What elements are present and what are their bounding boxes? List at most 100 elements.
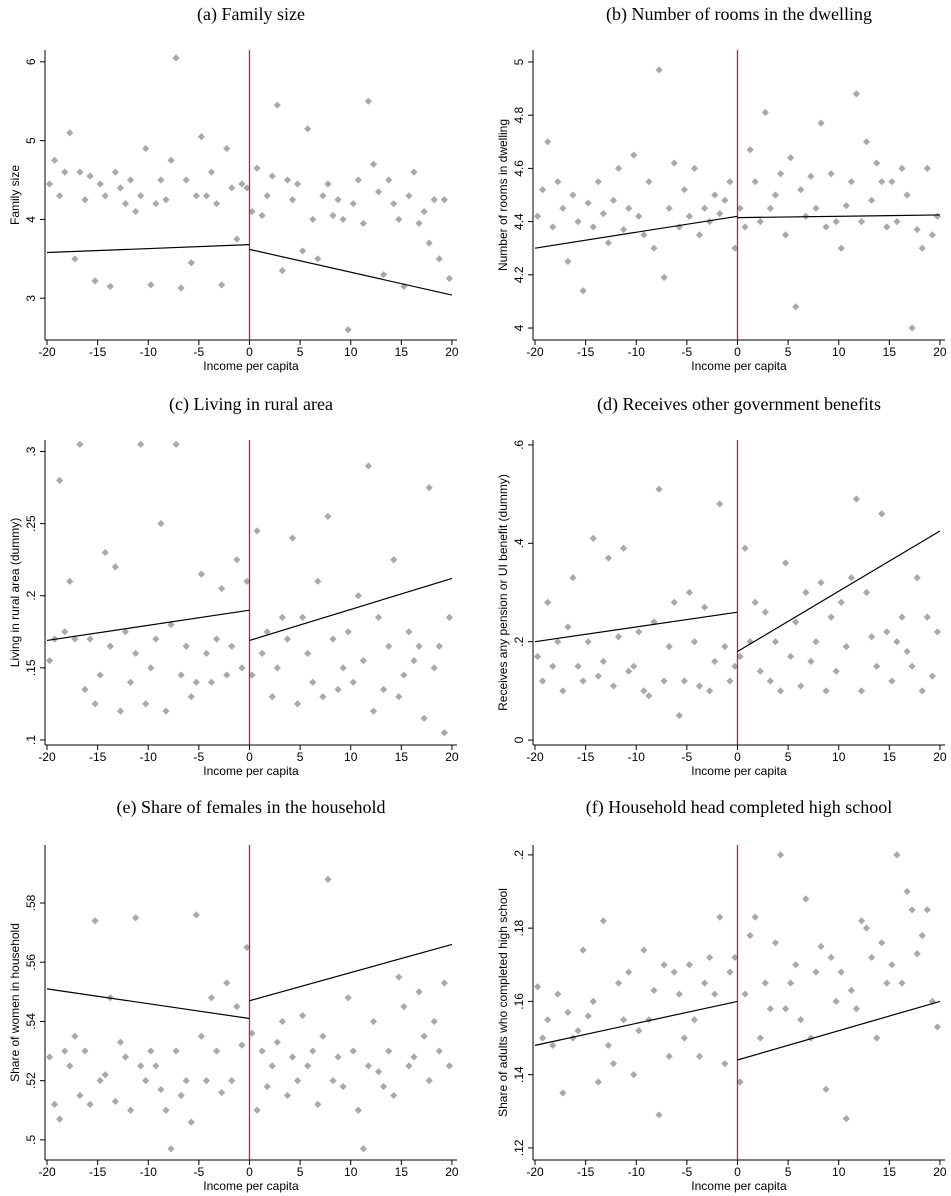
scatter-point	[670, 968, 678, 976]
y-tick-label: 0	[512, 736, 526, 743]
scatter-point	[344, 326, 352, 334]
scatter-point	[369, 1017, 378, 1026]
scatter-point	[660, 677, 668, 685]
scatter-point	[837, 598, 845, 606]
scatter-point	[933, 212, 942, 220]
x-tick-label: 0	[734, 1165, 741, 1179]
scatter-point	[248, 1029, 256, 1037]
scatter-point	[650, 986, 658, 995]
scatter-point	[162, 707, 170, 715]
scatter-point	[56, 192, 64, 200]
scatter-point	[258, 211, 266, 220]
scatter-point	[324, 875, 332, 883]
scatter-point	[630, 151, 638, 159]
scatter-point	[228, 642, 236, 650]
scatter-point	[807, 1034, 815, 1042]
scatter-point	[878, 510, 886, 518]
scatter-point	[776, 170, 785, 178]
scatter-point	[549, 662, 557, 670]
panel-title: (c) Living in rural area	[169, 394, 333, 415]
scatter-point	[364, 97, 373, 105]
scatter-point	[544, 1016, 552, 1024]
scatter-point	[827, 170, 835, 178]
x-tick-label: -5	[682, 345, 693, 359]
scatter-point	[665, 204, 673, 212]
scatter-point	[852, 90, 861, 98]
scatter-point	[410, 657, 418, 665]
scatter-point	[670, 159, 678, 167]
scatter-point	[564, 623, 572, 631]
scatter-point	[665, 1052, 673, 1060]
fit-line	[737, 214, 940, 219]
scatter-point	[837, 244, 845, 252]
scatter-point	[410, 168, 418, 176]
scatter-point	[349, 200, 357, 208]
scatter-point	[137, 1062, 145, 1070]
scatter-point	[405, 192, 413, 200]
scatter-point	[430, 1017, 438, 1026]
scatter-point	[131, 207, 140, 216]
scatter-point	[202, 1077, 211, 1085]
scatter-point	[435, 255, 443, 263]
scatter-point	[223, 671, 231, 679]
scatter-point	[933, 628, 942, 636]
scatter-point	[857, 218, 866, 226]
scatter-point	[212, 200, 221, 208]
scatter-point	[928, 672, 936, 680]
y-tick-label: 4	[24, 216, 38, 223]
y-tick-label: .3	[24, 446, 38, 456]
scatter-point	[334, 1053, 342, 1061]
scatter-point	[918, 244, 926, 252]
scatter-point	[218, 1088, 226, 1097]
scatter-point	[726, 677, 734, 685]
scatter-point	[344, 994, 352, 1002]
x-tick-label: 10	[832, 345, 846, 359]
scatter-point	[415, 988, 423, 996]
scatter-point	[711, 990, 719, 998]
x-tick-label: -10	[628, 345, 646, 359]
scatter-point	[182, 176, 190, 184]
scatter-point	[675, 711, 683, 720]
x-tick-label: -5	[194, 750, 205, 764]
scatter-point	[304, 1062, 312, 1070]
x-tick-label: 5	[785, 750, 792, 764]
scatter-point	[640, 687, 648, 695]
scatter-point	[584, 199, 592, 207]
scatter-point	[369, 707, 378, 715]
scatter-point	[609, 1060, 618, 1068]
scatter-point	[319, 693, 327, 701]
scatter-point	[695, 1052, 704, 1060]
scatter-point	[309, 215, 317, 224]
x-tick-label: 5	[785, 345, 792, 359]
scatter-point	[354, 176, 362, 184]
scatter-point	[862, 588, 871, 597]
scatter-point	[706, 953, 714, 962]
x-tick-label: -15	[89, 345, 107, 359]
scatter-point	[390, 556, 398, 564]
scatter-point	[106, 282, 114, 291]
panel-title: (b) Number of rooms in the dwelling	[606, 4, 872, 25]
scatter-point	[787, 979, 795, 987]
scatter-point	[812, 638, 820, 646]
y-tick-label: .54	[24, 1013, 38, 1030]
scatter-point	[787, 154, 795, 162]
scatter-point	[207, 168, 216, 176]
scatter-point	[868, 633, 876, 641]
scatter-point	[121, 200, 130, 208]
scatter-point	[903, 647, 911, 656]
scatter-point	[243, 184, 251, 192]
scatter-point	[425, 483, 433, 492]
y-tick-label: 4.4	[512, 213, 526, 230]
y-tick-label: 3	[24, 295, 38, 302]
scatter-point	[278, 613, 286, 621]
scatter-point	[425, 1077, 433, 1085]
scatter-point	[172, 54, 180, 62]
x-tick-label: 5	[785, 1165, 792, 1179]
fit-line	[249, 577, 453, 642]
x-tick-label: -20	[38, 345, 56, 359]
scatter-point	[781, 231, 790, 239]
scatter-point	[137, 440, 145, 448]
scatter-point	[415, 642, 423, 650]
scatter-point	[91, 917, 99, 925]
x-tick-label: 20	[445, 750, 459, 764]
